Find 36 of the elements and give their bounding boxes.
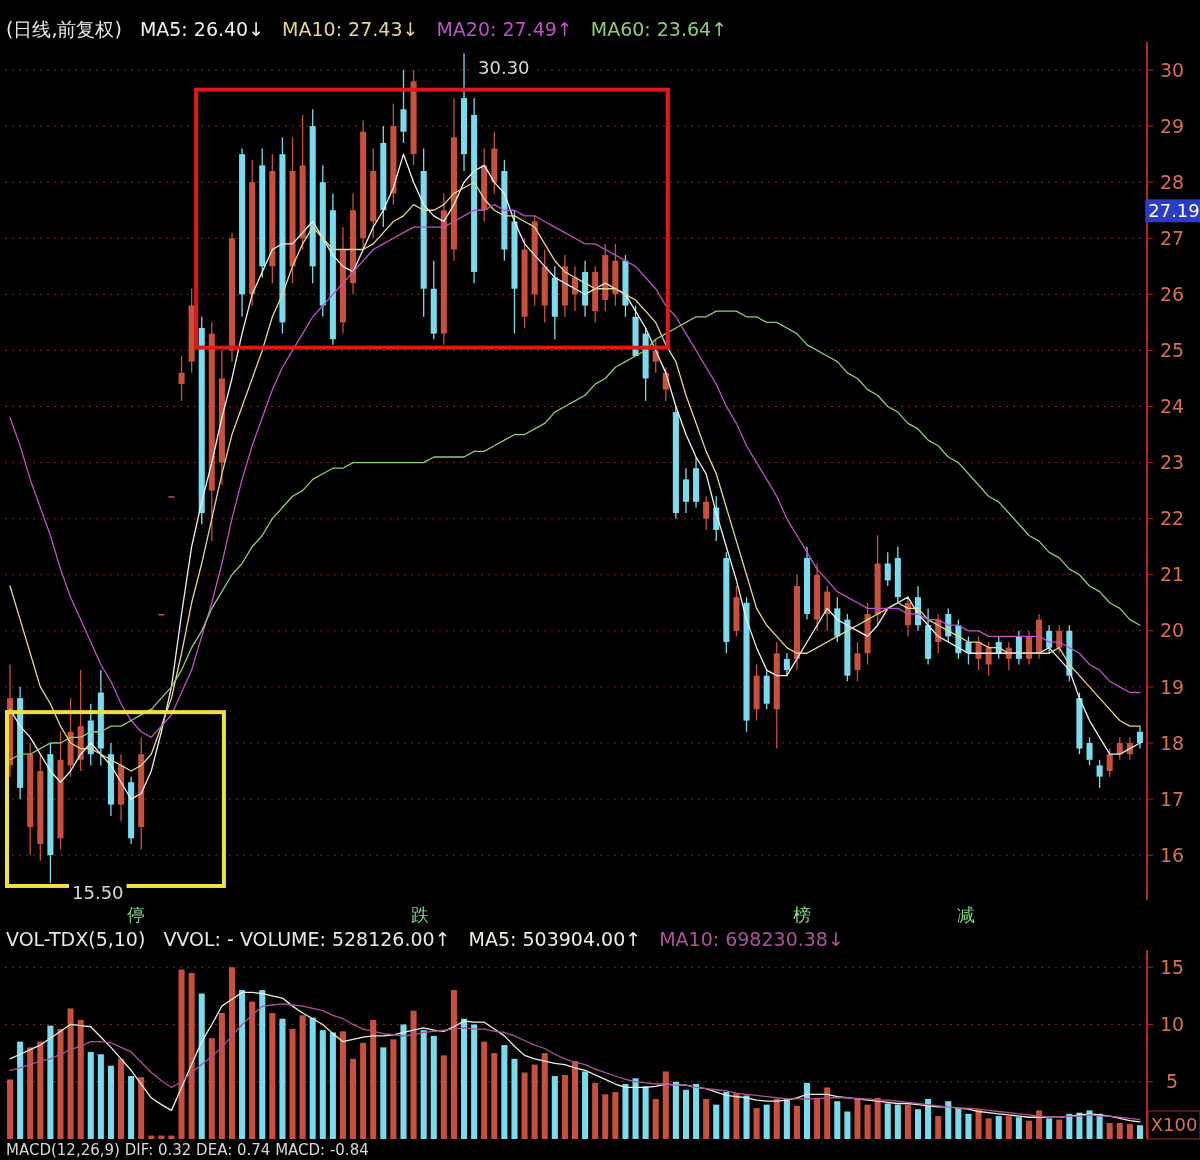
text: MA60: 23.64↑ — [590, 18, 728, 40]
y-axis-title: X100 — [1150, 1114, 1198, 1136]
y-tick-label: 30 — [1159, 58, 1185, 81]
y-tick-label: 27 — [1159, 226, 1185, 249]
y-tick-label: 17 — [1159, 787, 1185, 810]
text: 停 — [127, 904, 145, 926]
annotation: 15.50 — [72, 882, 124, 904]
text: MA10: 27.43↓ — [282, 18, 419, 40]
y-tick-label: 16 — [1159, 843, 1185, 866]
y-tick-label: 5 — [1165, 1070, 1179, 1093]
y-tick-label: 24 — [1159, 395, 1185, 418]
y-tick-label: 28 — [1159, 170, 1185, 193]
y-tick-label: 15 — [1159, 955, 1185, 978]
text: MA20: 27.49↑ — [436, 18, 573, 40]
text: MA5: 26.40↓ — [139, 18, 265, 40]
chart-title: (日线,前复权) — [6, 18, 122, 40]
y-tick-label: 29 — [1159, 114, 1185, 137]
y-tick-label: 21 — [1159, 563, 1185, 586]
text: 跌 — [411, 904, 429, 926]
y-tick-label: 23 — [1159, 451, 1185, 474]
text: MA10: 698230.38↓ — [659, 928, 844, 950]
text: 减 — [957, 904, 975, 926]
y-tick-label: 22 — [1159, 507, 1185, 530]
annotation: 30.30 — [478, 57, 530, 79]
text: MA5: 503904.00↑ — [468, 928, 642, 950]
chart-title: VOL-TDX(5,10) — [6, 928, 146, 950]
chart-subtitle: VVOL: - VOLUME: 528126.00↑ — [163, 928, 451, 950]
text: 27.19 — [1148, 200, 1200, 222]
text: MACD(12,26,9) DIF: 0.32 DEA: 0.74 MACD: -0.84 — [6, 1141, 369, 1160]
y-tick-label: 10 — [1159, 1013, 1185, 1036]
y-tick-label: 25 — [1159, 339, 1185, 362]
text: 榜 — [793, 904, 811, 926]
y-tick-label: 18 — [1159, 731, 1185, 754]
y-tick-label: 19 — [1159, 675, 1185, 698]
y-tick-label: 20 — [1159, 619, 1185, 642]
y-tick-label: 26 — [1159, 283, 1185, 305]
